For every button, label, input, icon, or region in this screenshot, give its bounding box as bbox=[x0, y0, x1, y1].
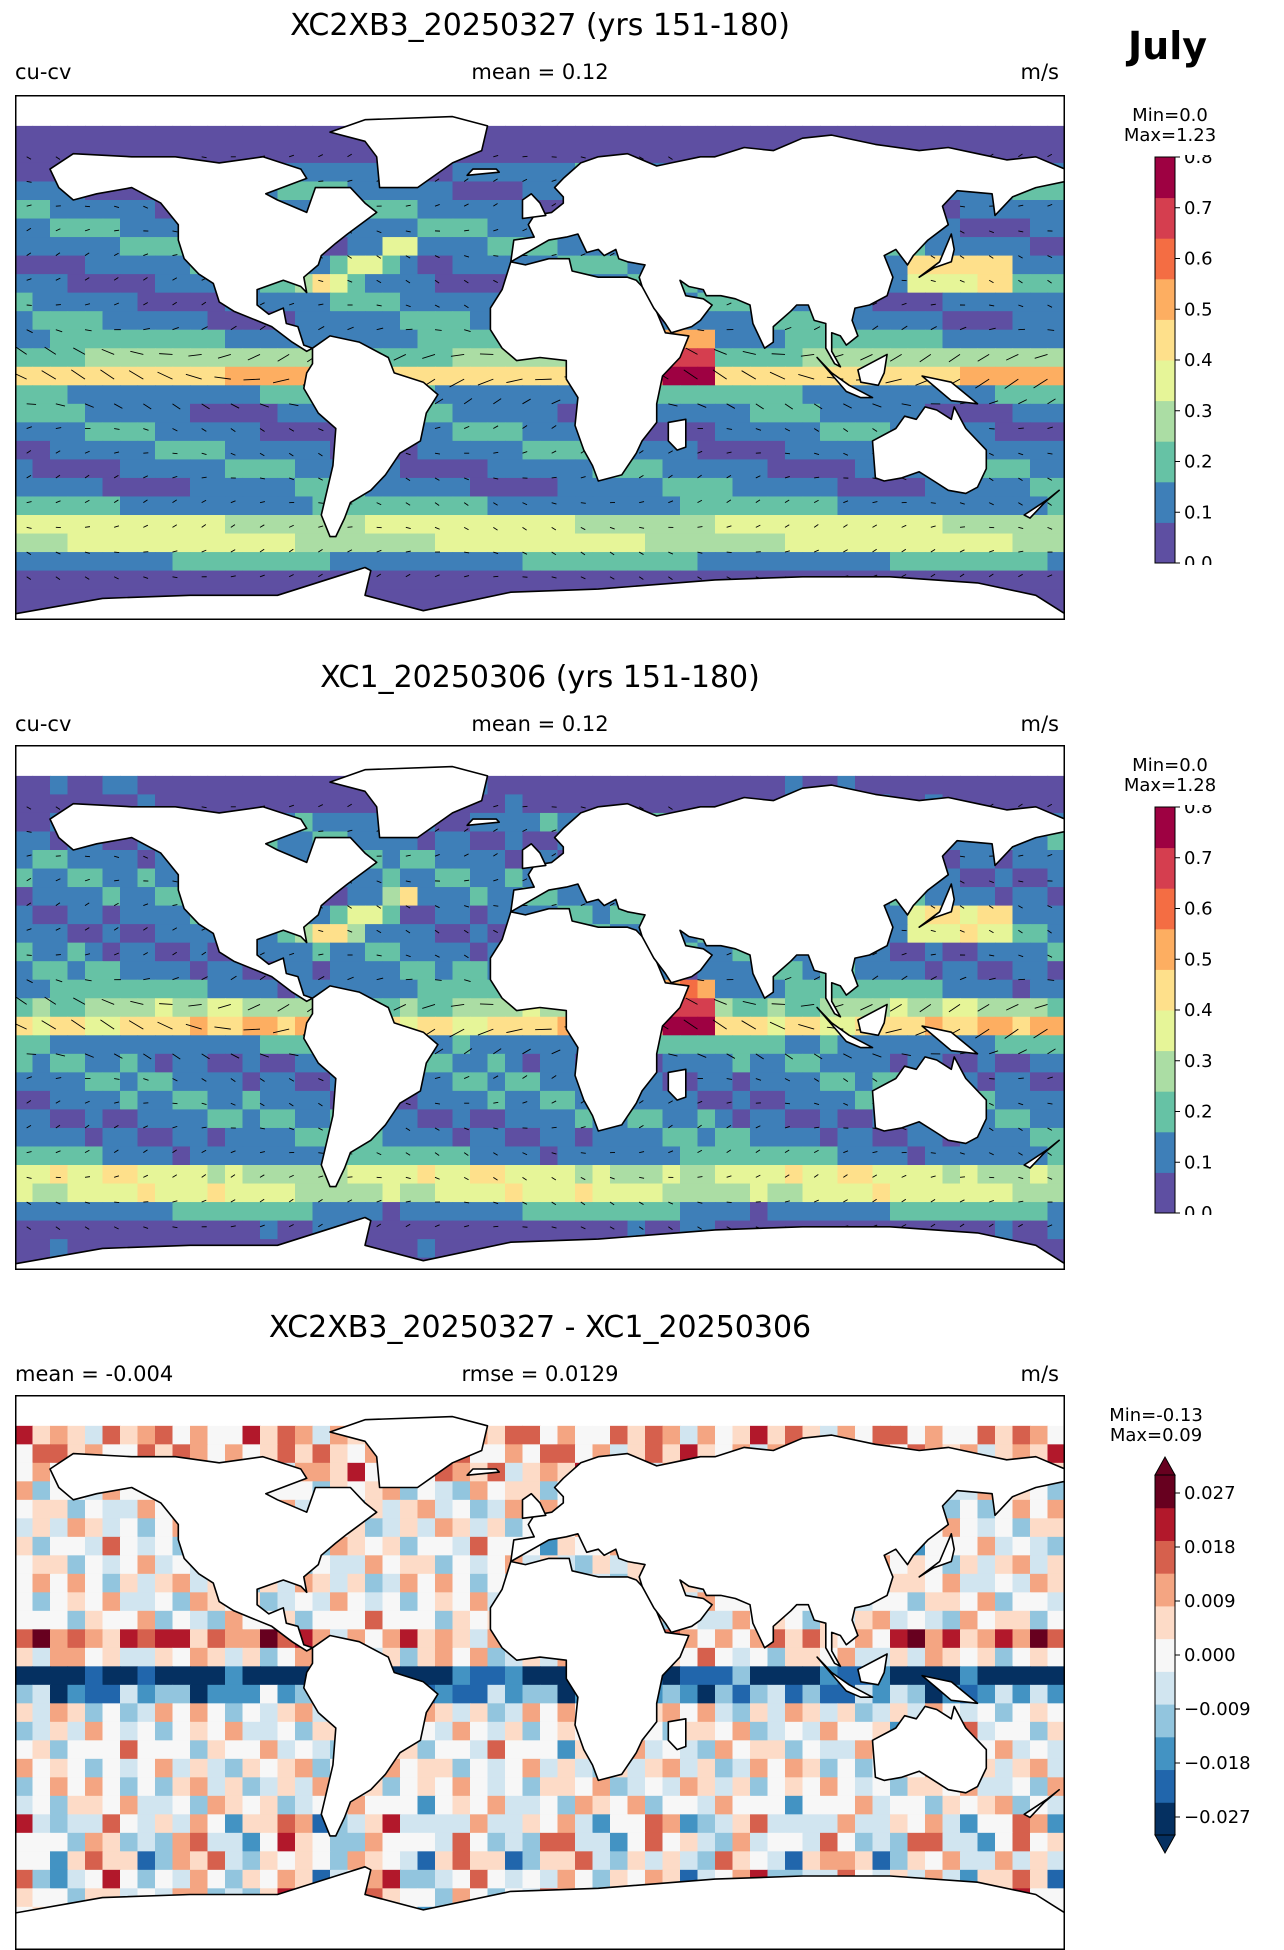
field-layer bbox=[15, 117, 1065, 620]
panel-2-min-max: Min=0.0 Max=1.28 bbox=[1100, 756, 1240, 796]
colorbar-swatch bbox=[1155, 1051, 1175, 1092]
panel-1-min-label: Min=0.0 bbox=[1100, 106, 1240, 126]
panel-1-title: XC2XB3_20250327 (yrs 151-180) bbox=[15, 8, 1065, 43]
colorbar-tick-label: 0.0 bbox=[1184, 1203, 1213, 1215]
panel-3-min-max: Min=-0.13 Max=0.09 bbox=[1086, 1406, 1226, 1446]
colorbar-swatch bbox=[1155, 1540, 1175, 1573]
colorbar-swatch bbox=[1155, 360, 1175, 401]
colorbar-swatch bbox=[1155, 482, 1175, 523]
colorbar-tick-label: 0.5 bbox=[1184, 299, 1213, 320]
colorbar-swatch bbox=[1155, 1132, 1175, 1173]
colorbar-swatch bbox=[1155, 401, 1175, 442]
colorbar-swatch bbox=[1155, 198, 1175, 239]
colorbar-tick-label: 0.8 bbox=[1184, 155, 1213, 168]
panel-1-mean-label: mean = 0.12 bbox=[15, 60, 1065, 84]
colorbar-swatch bbox=[1155, 1671, 1175, 1704]
colorbar-tick-label: 0.4 bbox=[1184, 350, 1213, 371]
colorbar-swatch bbox=[1155, 441, 1175, 482]
colorbar-tick-label: 0.5 bbox=[1184, 949, 1213, 970]
colorbar-tick-label: 0.3 bbox=[1184, 1051, 1213, 1072]
colorbar-swatch bbox=[1155, 1091, 1175, 1132]
panel-2-map bbox=[15, 745, 1065, 1270]
colorbar-tick-label: 0.1 bbox=[1184, 502, 1213, 523]
month-label: July bbox=[1128, 24, 1207, 68]
panel-3-max-label: Max=0.09 bbox=[1086, 1426, 1226, 1446]
colorbar-tick-label: 0.2 bbox=[1184, 452, 1213, 473]
colorbar-tick-label: 0.0 bbox=[1184, 553, 1213, 565]
panel-2-max-label: Max=1.28 bbox=[1100, 776, 1240, 796]
panel-3-colorbar: 0.027 0.018 0.009 0.000 −0.009 −0.018 −0.027 bbox=[1150, 1455, 1250, 1855]
colorbar-swatch bbox=[1155, 1010, 1175, 1051]
panel-2-min-label: Min=0.0 bbox=[1100, 756, 1240, 776]
colorbar-tick-label: 0.6 bbox=[1184, 899, 1213, 920]
colorbar-extend-min bbox=[1155, 1835, 1175, 1853]
colorbar-swatch bbox=[1155, 1639, 1175, 1672]
panel-3-map bbox=[15, 1395, 1065, 1950]
colorbar-tick-label: 0.2 bbox=[1184, 1102, 1213, 1123]
colorbar-tick-label: 0.7 bbox=[1184, 198, 1213, 219]
colorbar-swatch bbox=[1155, 157, 1175, 198]
colorbar-extend-max bbox=[1155, 1457, 1175, 1475]
colorbar-tick-label: 0.3 bbox=[1184, 401, 1213, 422]
colorbar-swatch bbox=[1155, 969, 1175, 1010]
panel-3-title: XC2XB3_20250327 - XC1_20250306 bbox=[15, 1310, 1065, 1345]
colorbar-swatch bbox=[1155, 1508, 1175, 1541]
colorbar-tick-label: 0.000 bbox=[1184, 1645, 1236, 1666]
colorbar-swatch bbox=[1155, 1606, 1175, 1639]
colorbar-swatch bbox=[1155, 238, 1175, 279]
panel-2-units-label: m/s bbox=[1021, 712, 1059, 736]
colorbar-tick-label: 0.6 bbox=[1184, 249, 1213, 270]
colorbar-tick-label: 0.4 bbox=[1184, 1000, 1213, 1021]
colorbar-swatch bbox=[1155, 1802, 1175, 1835]
panel-1-max-label: Max=1.23 bbox=[1100, 126, 1240, 146]
field-layer bbox=[15, 767, 1065, 1270]
colorbar-swatch bbox=[1155, 522, 1175, 563]
colorbar-swatch bbox=[1155, 1172, 1175, 1213]
panel-3-min-label: Min=-0.13 bbox=[1086, 1406, 1226, 1426]
panel-1-colorbar: 0.0 0.1 0.2 0.3 0.4 0.5 0.6 0.7 0.8 bbox=[1150, 155, 1250, 565]
panel-1-min-max: Min=0.0 Max=1.23 bbox=[1100, 106, 1240, 146]
colorbar-swatch bbox=[1155, 807, 1175, 848]
colorbar-swatch bbox=[1155, 929, 1175, 970]
colorbar-swatch bbox=[1155, 1704, 1175, 1737]
colorbar-tick-label: 0.009 bbox=[1184, 1591, 1236, 1612]
colorbar-swatch bbox=[1155, 1770, 1175, 1803]
colorbar-swatch bbox=[1155, 1573, 1175, 1606]
colorbar-tick-label: 0.7 bbox=[1184, 848, 1213, 869]
colorbar-tick-label: −0.018 bbox=[1184, 1753, 1250, 1774]
field-layer bbox=[15, 1417, 1065, 1950]
colorbar-swatch bbox=[1155, 1737, 1175, 1770]
colorbar-swatch bbox=[1155, 279, 1175, 320]
colorbar-tick-label: 0.018 bbox=[1184, 1537, 1236, 1558]
colorbar-swatch bbox=[1155, 888, 1175, 929]
colorbar-tick-label: −0.027 bbox=[1184, 1807, 1250, 1828]
panel-2-mean-label: mean = 0.12 bbox=[15, 712, 1065, 736]
colorbar-tick-label: 0.1 bbox=[1184, 1152, 1213, 1173]
panel-3-units-label: m/s bbox=[1021, 1362, 1059, 1386]
colorbar-swatch bbox=[1155, 1475, 1175, 1508]
panel-2-title: XC1_20250306 (yrs 151-180) bbox=[15, 660, 1065, 695]
panel-2-colorbar: 0.0 0.1 0.2 0.3 0.4 0.5 0.6 0.7 0.8 bbox=[1150, 805, 1250, 1215]
colorbar-tick-label: −0.009 bbox=[1184, 1699, 1250, 1720]
colorbar-tick-label: 0.8 bbox=[1184, 805, 1213, 818]
panel-1-units-label: m/s bbox=[1021, 60, 1059, 84]
panel-3-rmse-label: rmse = 0.0129 bbox=[15, 1362, 1065, 1386]
colorbar-swatch bbox=[1155, 319, 1175, 360]
colorbar-tick-label: 0.027 bbox=[1184, 1483, 1236, 1504]
panel-1-map bbox=[15, 95, 1065, 620]
colorbar-swatch bbox=[1155, 848, 1175, 889]
